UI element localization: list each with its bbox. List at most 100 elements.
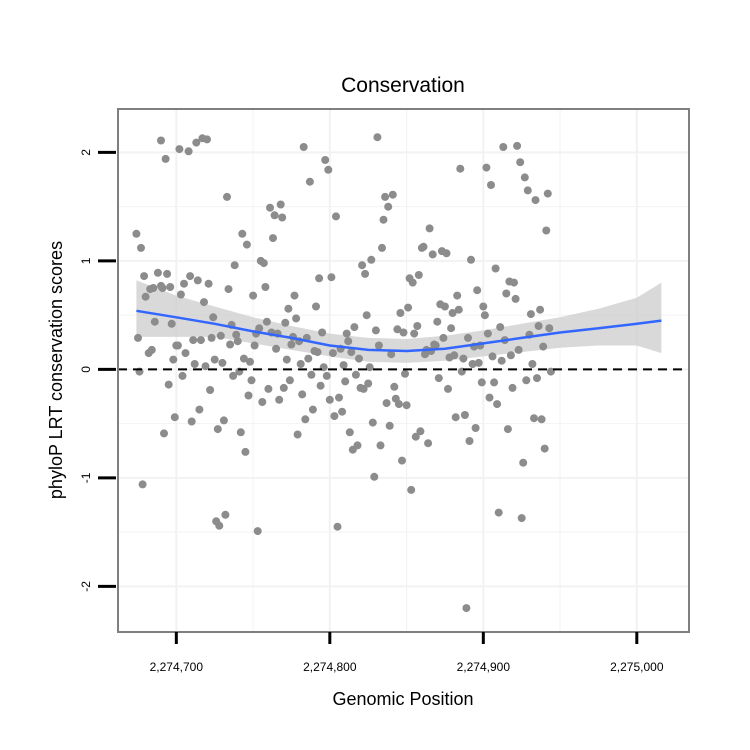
- data-point: [393, 325, 402, 334]
- data-point: [161, 154, 170, 163]
- data-point: [270, 211, 279, 220]
- data-point: [150, 317, 159, 326]
- y-tick-label: -2: [79, 581, 93, 592]
- data-point: [239, 354, 248, 363]
- data-point: [166, 283, 175, 291]
- data-point: [510, 278, 518, 287]
- data-point: [322, 371, 331, 380]
- data-point: [266, 203, 274, 212]
- data-point: [419, 242, 428, 251]
- data-point: [440, 302, 449, 311]
- data-point: [328, 349, 337, 358]
- data-point: [221, 510, 230, 519]
- data-point: [526, 310, 535, 319]
- data-point: [411, 432, 420, 441]
- data-point: [379, 215, 388, 224]
- data-point: [374, 341, 383, 350]
- data-point: [258, 398, 267, 406]
- data-point: [471, 424, 480, 432]
- data-point: [479, 302, 488, 311]
- x-axis-title: Genomic Position: [332, 689, 473, 709]
- data-point: [390, 382, 399, 391]
- data-point: [207, 333, 216, 342]
- data-point: [173, 341, 182, 350]
- data-point: [276, 200, 285, 209]
- data-point: [396, 309, 405, 317]
- data-point: [414, 271, 423, 279]
- data-point: [503, 425, 512, 434]
- data-point: [350, 323, 359, 332]
- data-point: [459, 354, 468, 363]
- data-point: [137, 243, 145, 252]
- data-point: [474, 358, 483, 367]
- data-point: [451, 413, 460, 422]
- data-point: [262, 317, 271, 326]
- data-point: [278, 213, 287, 222]
- data-point: [508, 383, 517, 392]
- data-point: [167, 319, 176, 328]
- data-point: [439, 333, 448, 342]
- data-point: [157, 136, 165, 145]
- data-point: [387, 350, 396, 359]
- y-axis-title: phyloP LRT conservation scores: [46, 241, 66, 499]
- axis-layer: 2,274,700 2,274,800 2,274,900 2,275,000 -2 -1…: [79, 149, 664, 674]
- x-tick-label: 2,274,900: [457, 660, 511, 674]
- data-point: [480, 311, 489, 320]
- data-point: [196, 336, 205, 345]
- data-point: [160, 429, 168, 438]
- data-point: [298, 390, 307, 399]
- data-point: [250, 341, 259, 350]
- data-point: [477, 378, 486, 387]
- data-point: [189, 336, 198, 345]
- data-point: [433, 317, 442, 326]
- data-point: [193, 276, 202, 285]
- data-point: [247, 376, 256, 385]
- data-point: [218, 358, 227, 367]
- data-point: [215, 521, 224, 530]
- data-point: [272, 344, 281, 353]
- data-point: [365, 363, 374, 372]
- data-point: [181, 349, 190, 358]
- data-point: [238, 229, 247, 238]
- data-point: [448, 309, 457, 317]
- data-point: [158, 284, 167, 292]
- data-point: [359, 384, 368, 393]
- data-point: [246, 357, 254, 366]
- data-point: [204, 279, 213, 288]
- chart-title: Conservation: [341, 74, 465, 97]
- data-point: [370, 472, 379, 481]
- data-point: [186, 272, 195, 281]
- data-point: [531, 196, 540, 205]
- data-point: [210, 355, 219, 364]
- data-point: [490, 378, 499, 387]
- data-point: [341, 377, 350, 386]
- confidence-band-layer: [136, 280, 662, 363]
- data-point: [540, 444, 549, 453]
- x-tick-label: 2,274,700: [150, 660, 204, 674]
- data-point: [255, 324, 264, 333]
- data-point: [147, 345, 156, 354]
- data-point: [224, 285, 233, 294]
- points-layer: [132, 133, 555, 613]
- data-point: [464, 333, 472, 342]
- data-point: [141, 292, 150, 301]
- data-point: [394, 400, 403, 409]
- data-point: [462, 604, 471, 613]
- data-point: [184, 147, 193, 156]
- data-point: [338, 407, 347, 416]
- data-point: [376, 441, 385, 450]
- data-point: [301, 415, 310, 424]
- data-point: [244, 391, 253, 400]
- data-point: [499, 143, 508, 151]
- data-point: [242, 240, 251, 249]
- data-point: [213, 425, 222, 434]
- data-point: [327, 273, 336, 282]
- data-point: [442, 249, 451, 258]
- data-point: [219, 416, 228, 425]
- data-point: [517, 514, 526, 523]
- data-point: [164, 380, 173, 389]
- data-point: [153, 268, 162, 277]
- data-point: [546, 367, 555, 376]
- data-point: [368, 418, 377, 427]
